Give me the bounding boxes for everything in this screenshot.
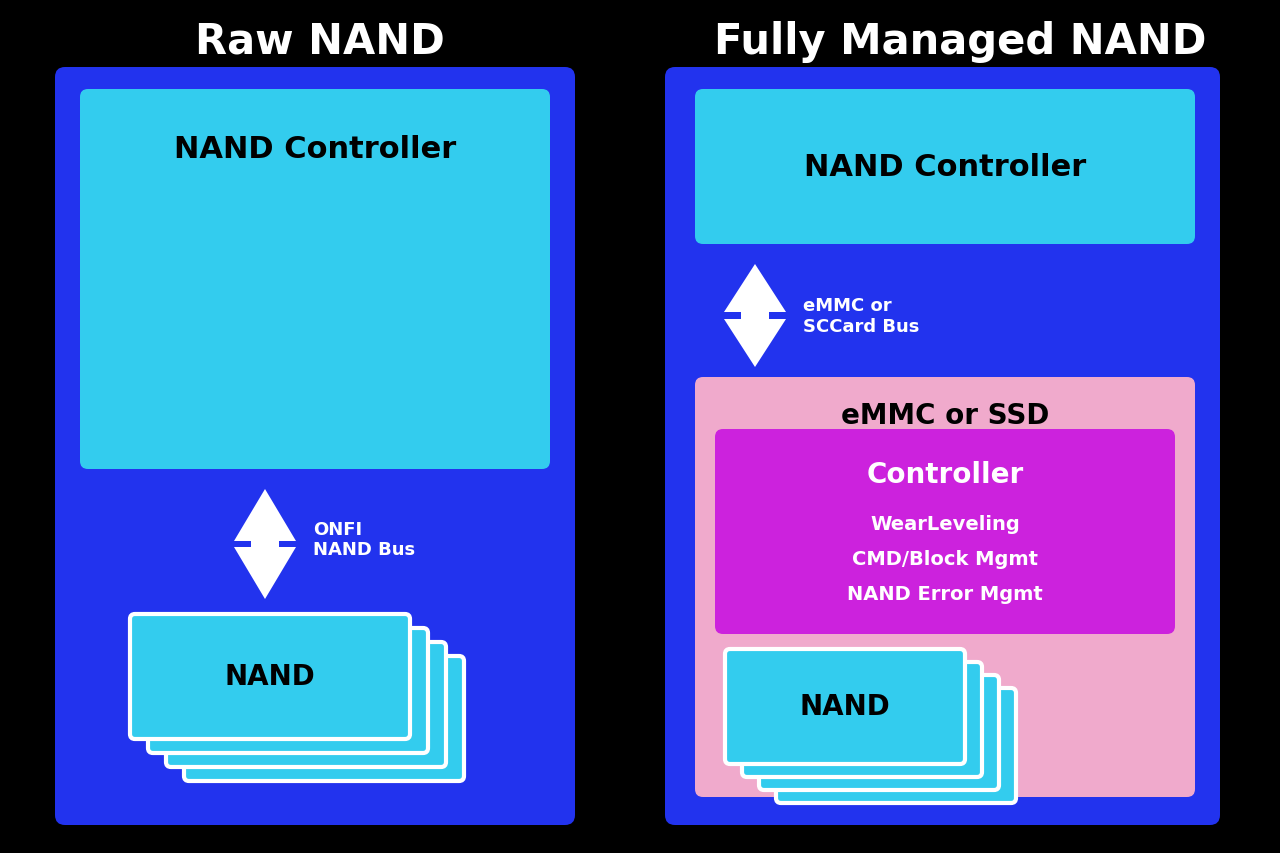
FancyBboxPatch shape <box>184 656 465 781</box>
FancyBboxPatch shape <box>695 90 1196 245</box>
FancyBboxPatch shape <box>742 662 982 777</box>
FancyBboxPatch shape <box>166 642 445 767</box>
FancyBboxPatch shape <box>148 629 428 753</box>
Text: NAND: NAND <box>800 693 891 721</box>
Text: NAND: NAND <box>224 663 315 691</box>
Text: NAND Controller: NAND Controller <box>804 153 1087 182</box>
FancyBboxPatch shape <box>724 649 965 764</box>
Text: ONFI
NAND Bus: ONFI NAND Bus <box>314 520 415 559</box>
FancyBboxPatch shape <box>716 430 1175 635</box>
Text: eMMC or
SCCard Bus: eMMC or SCCard Bus <box>803 297 919 335</box>
Text: Fully Managed NAND: Fully Managed NAND <box>714 21 1206 63</box>
FancyBboxPatch shape <box>55 68 575 825</box>
FancyBboxPatch shape <box>776 688 1016 803</box>
Text: NAND Error Mgmt: NAND Error Mgmt <box>847 585 1043 604</box>
Text: NAND Controller: NAND Controller <box>174 136 456 165</box>
Text: eMMC or SSD: eMMC or SSD <box>841 402 1050 430</box>
Text: Raw NAND: Raw NAND <box>195 21 445 63</box>
FancyBboxPatch shape <box>695 378 1196 797</box>
FancyBboxPatch shape <box>79 90 550 469</box>
Polygon shape <box>724 264 786 368</box>
Text: WearLeveling: WearLeveling <box>870 515 1020 534</box>
FancyBboxPatch shape <box>759 676 998 790</box>
FancyBboxPatch shape <box>666 68 1220 825</box>
Polygon shape <box>234 490 296 600</box>
Text: Controller: Controller <box>867 461 1024 489</box>
Text: CMD/Block Mgmt: CMD/Block Mgmt <box>852 550 1038 569</box>
FancyBboxPatch shape <box>131 614 410 740</box>
